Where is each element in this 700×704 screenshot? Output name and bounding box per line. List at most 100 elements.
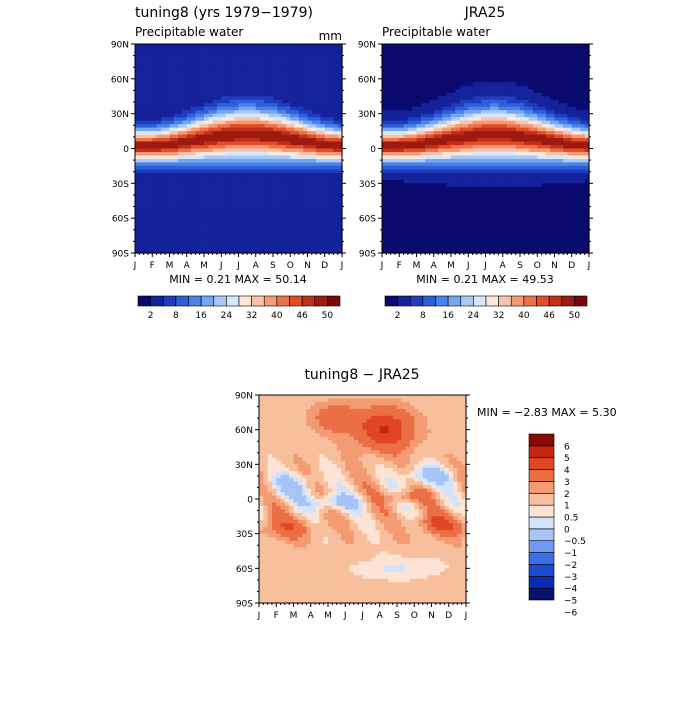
heatmap-cell bbox=[429, 173, 434, 177]
heatmap-cell bbox=[325, 166, 330, 170]
heatmap-cell bbox=[148, 190, 153, 194]
heatmap-cell bbox=[429, 208, 434, 212]
heatmap-cell bbox=[312, 204, 317, 208]
heatmap-cell bbox=[148, 100, 153, 104]
heatmap-cell bbox=[312, 103, 317, 107]
heatmap-cell bbox=[269, 218, 274, 222]
heatmap-cell bbox=[195, 47, 200, 51]
heatmap-cell bbox=[213, 194, 218, 198]
heatmap-cell bbox=[217, 142, 222, 146]
heatmap-cell bbox=[382, 103, 387, 107]
heatmap-cell bbox=[455, 197, 460, 201]
heatmap-cell bbox=[277, 110, 282, 114]
heatmap-cell bbox=[299, 236, 304, 240]
heatmap-cell bbox=[161, 243, 166, 247]
heatmap-cell bbox=[204, 190, 209, 194]
heatmap-cell bbox=[144, 47, 149, 51]
heatmap-cell bbox=[498, 124, 503, 128]
heatmap-cell bbox=[429, 47, 434, 51]
heatmap-cell bbox=[187, 103, 192, 107]
heatmap-cell bbox=[182, 222, 187, 226]
heatmap-cell bbox=[312, 243, 317, 247]
heatmap-cell bbox=[386, 162, 391, 166]
heatmap-cell bbox=[494, 208, 499, 212]
heatmap-cell bbox=[299, 218, 304, 222]
heatmap-cell bbox=[286, 68, 291, 72]
heatmap-cell bbox=[139, 173, 144, 177]
heatmap-cell bbox=[174, 222, 179, 226]
heatmap-cell bbox=[204, 82, 209, 86]
heatmap-cell bbox=[391, 135, 396, 139]
heatmap-cell bbox=[511, 68, 516, 72]
heatmap-cell bbox=[325, 54, 330, 58]
heatmap-cell bbox=[191, 58, 196, 62]
heatmap-cell bbox=[421, 68, 426, 72]
heatmap-cell bbox=[178, 93, 183, 97]
heatmap-cell bbox=[260, 215, 265, 219]
heatmap-cell bbox=[195, 162, 200, 166]
heatmap-cell bbox=[286, 54, 291, 58]
heatmap-cell bbox=[421, 180, 426, 184]
heatmap-cell bbox=[308, 229, 313, 233]
heatmap-cell bbox=[486, 110, 491, 114]
heatmap-cell bbox=[464, 68, 469, 72]
heatmap-cell bbox=[511, 89, 516, 93]
heatmap-cell bbox=[264, 155, 269, 159]
heatmap-cell bbox=[490, 180, 495, 184]
heatmap-cell bbox=[460, 110, 465, 114]
heatmap-cell bbox=[144, 117, 149, 121]
heatmap-cell bbox=[264, 86, 269, 90]
heatmap-cell bbox=[408, 117, 413, 121]
heatmap-cell bbox=[477, 131, 482, 135]
heatmap-cell bbox=[226, 58, 231, 62]
heatmap-cell bbox=[429, 204, 434, 208]
heatmap-cell bbox=[391, 54, 396, 58]
heatmap-cell bbox=[208, 131, 213, 135]
heatmap-cell bbox=[468, 190, 473, 194]
heatmap-cell bbox=[161, 89, 166, 93]
heatmap-cell bbox=[494, 93, 499, 97]
heatmap-cell bbox=[391, 138, 396, 142]
heatmap-cell bbox=[213, 229, 218, 233]
heatmap-cell bbox=[148, 215, 153, 219]
heatmap-cell bbox=[412, 152, 417, 156]
heatmap-cell bbox=[234, 232, 239, 236]
heatmap-cell bbox=[204, 236, 209, 240]
heatmap-cell bbox=[251, 190, 256, 194]
heatmap-cell bbox=[195, 86, 200, 90]
heatmap-cell bbox=[286, 100, 291, 104]
heatmap-cell bbox=[438, 124, 443, 128]
heatmap-cell bbox=[391, 243, 396, 247]
heatmap-cell bbox=[417, 131, 422, 135]
heatmap-cell bbox=[264, 169, 269, 173]
heatmap-cell bbox=[386, 58, 391, 62]
heatmap-cell bbox=[329, 68, 334, 72]
heatmap-cell bbox=[520, 215, 525, 219]
heatmap-cell bbox=[391, 89, 396, 93]
heatmap-cell bbox=[325, 246, 330, 250]
heatmap-cell bbox=[412, 124, 417, 128]
heatmap-cell bbox=[273, 103, 278, 107]
heatmap-cell bbox=[329, 121, 334, 125]
heatmap-cell bbox=[503, 222, 508, 226]
heatmap-cell bbox=[442, 152, 447, 156]
heatmap-cell bbox=[498, 110, 503, 114]
heatmap-cell bbox=[494, 149, 499, 153]
heatmap-cell bbox=[135, 89, 140, 93]
heatmap-cell bbox=[464, 187, 469, 191]
heatmap-cell bbox=[451, 218, 456, 222]
heatmap-cell bbox=[247, 58, 252, 62]
heatmap-cell bbox=[503, 86, 508, 90]
heatmap-cell bbox=[386, 65, 391, 69]
heatmap-cell bbox=[468, 68, 473, 72]
heatmap-cell bbox=[516, 194, 521, 198]
heatmap-cell bbox=[282, 162, 287, 166]
heatmap-cell bbox=[230, 58, 235, 62]
heatmap-cell bbox=[256, 58, 261, 62]
heatmap-cell bbox=[498, 152, 503, 156]
heatmap-cell bbox=[399, 138, 404, 142]
heatmap-cell bbox=[178, 239, 183, 243]
heatmap-cell bbox=[434, 152, 439, 156]
heatmap-cell bbox=[182, 183, 187, 187]
heatmap-cell bbox=[421, 142, 426, 146]
